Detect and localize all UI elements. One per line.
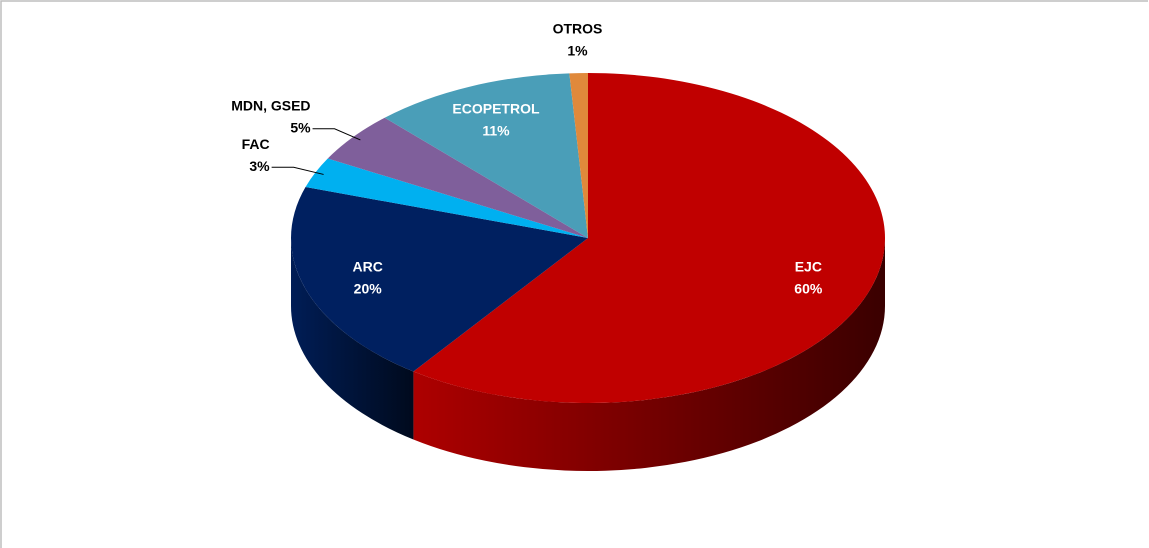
- leader-line: [271, 166, 324, 175]
- pie-slice: [291, 187, 588, 372]
- slice-value-label: 5%: [290, 119, 311, 135]
- slice-label: EJC: [795, 258, 822, 274]
- pie-side: [413, 238, 885, 471]
- pie-slice: [384, 73, 588, 238]
- pie-slice: [305, 158, 588, 238]
- slice-label: OTROS: [553, 20, 603, 36]
- slice-value-label: 60%: [794, 280, 823, 296]
- slice-value-label: 20%: [354, 280, 383, 296]
- slice-value-label: 3%: [249, 158, 270, 174]
- pie-slice: [327, 117, 588, 238]
- slice-value-label: 1%: [567, 42, 588, 58]
- slice-label: FAC: [242, 136, 270, 152]
- slice-value-label: 11%: [482, 123, 510, 139]
- pie-slice: [569, 73, 588, 238]
- leader-line: [312, 128, 361, 141]
- pie-side: [291, 238, 414, 440]
- slice-label: ARC: [353, 258, 383, 274]
- pie-slice: [413, 73, 886, 403]
- slice-label: ECOPETROL: [452, 101, 540, 117]
- slice-label: MDN, GSED: [231, 97, 310, 113]
